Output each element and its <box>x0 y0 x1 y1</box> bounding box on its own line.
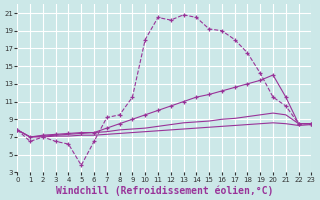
X-axis label: Windchill (Refroidissement éolien,°C): Windchill (Refroidissement éolien,°C) <box>56 185 273 196</box>
